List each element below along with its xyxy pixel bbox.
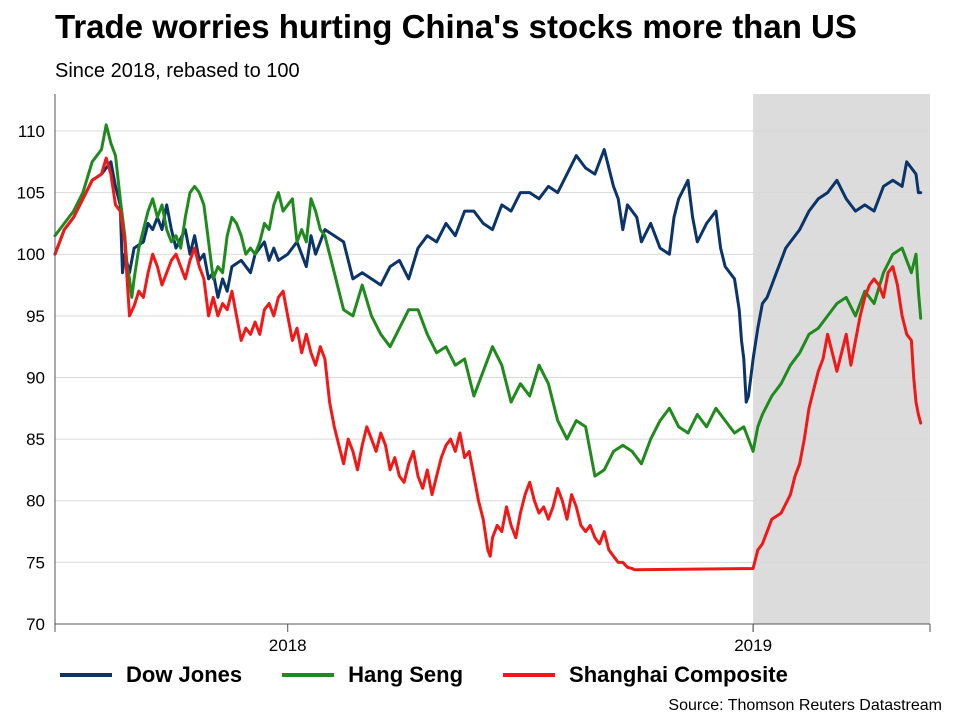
x-tick-label-2019: 2019 bbox=[734, 636, 772, 655]
legend-swatch-hang-seng bbox=[282, 673, 335, 677]
y-tick-label-95: 95 bbox=[26, 307, 45, 326]
series-line-shanghai-composite bbox=[53, 156, 923, 572]
chart-legend: Dow Jones Hang Seng Shanghai Composite bbox=[60, 662, 828, 688]
series-line-hang-seng bbox=[53, 123, 923, 478]
y-tick-label-80: 80 bbox=[26, 492, 45, 511]
line-chart: 70 75 80 85 90 95 100 105 110 2018 2019 bbox=[17, 94, 931, 655]
legend-swatch-shanghai-composite bbox=[503, 673, 556, 677]
legend-item-shanghai-composite: Shanghai Composite bbox=[503, 662, 788, 688]
legend-item-dow-jones: Dow Jones bbox=[60, 662, 242, 688]
x-tick-label-2018: 2018 bbox=[269, 636, 307, 655]
y-tick-label-100: 100 bbox=[17, 245, 45, 264]
y-tick-label-85: 85 bbox=[26, 430, 45, 449]
y-tick-label-105: 105 bbox=[17, 184, 45, 203]
legend-label-hang-seng: Hang Seng bbox=[348, 662, 464, 687]
legend-label-dow-jones: Dow Jones bbox=[126, 662, 243, 687]
y-tick-label-70: 70 bbox=[26, 615, 45, 634]
y-tick-label-75: 75 bbox=[26, 553, 45, 572]
chart-subtitle: Since 2018, rebased to 100 bbox=[55, 60, 300, 82]
y-tick-label-90: 90 bbox=[26, 368, 45, 387]
legend-item-hang-seng: Hang Seng bbox=[282, 662, 463, 688]
legend-label-shanghai-composite: Shanghai Composite bbox=[569, 662, 788, 687]
legend-swatch-dow-jones bbox=[60, 673, 112, 677]
chart-title: Trade worries hurting China's stocks mor… bbox=[55, 8, 857, 45]
y-tick-label-110: 110 bbox=[18, 122, 45, 141]
chart-source: Source: Thomson Reuters Datastream bbox=[668, 697, 942, 714]
